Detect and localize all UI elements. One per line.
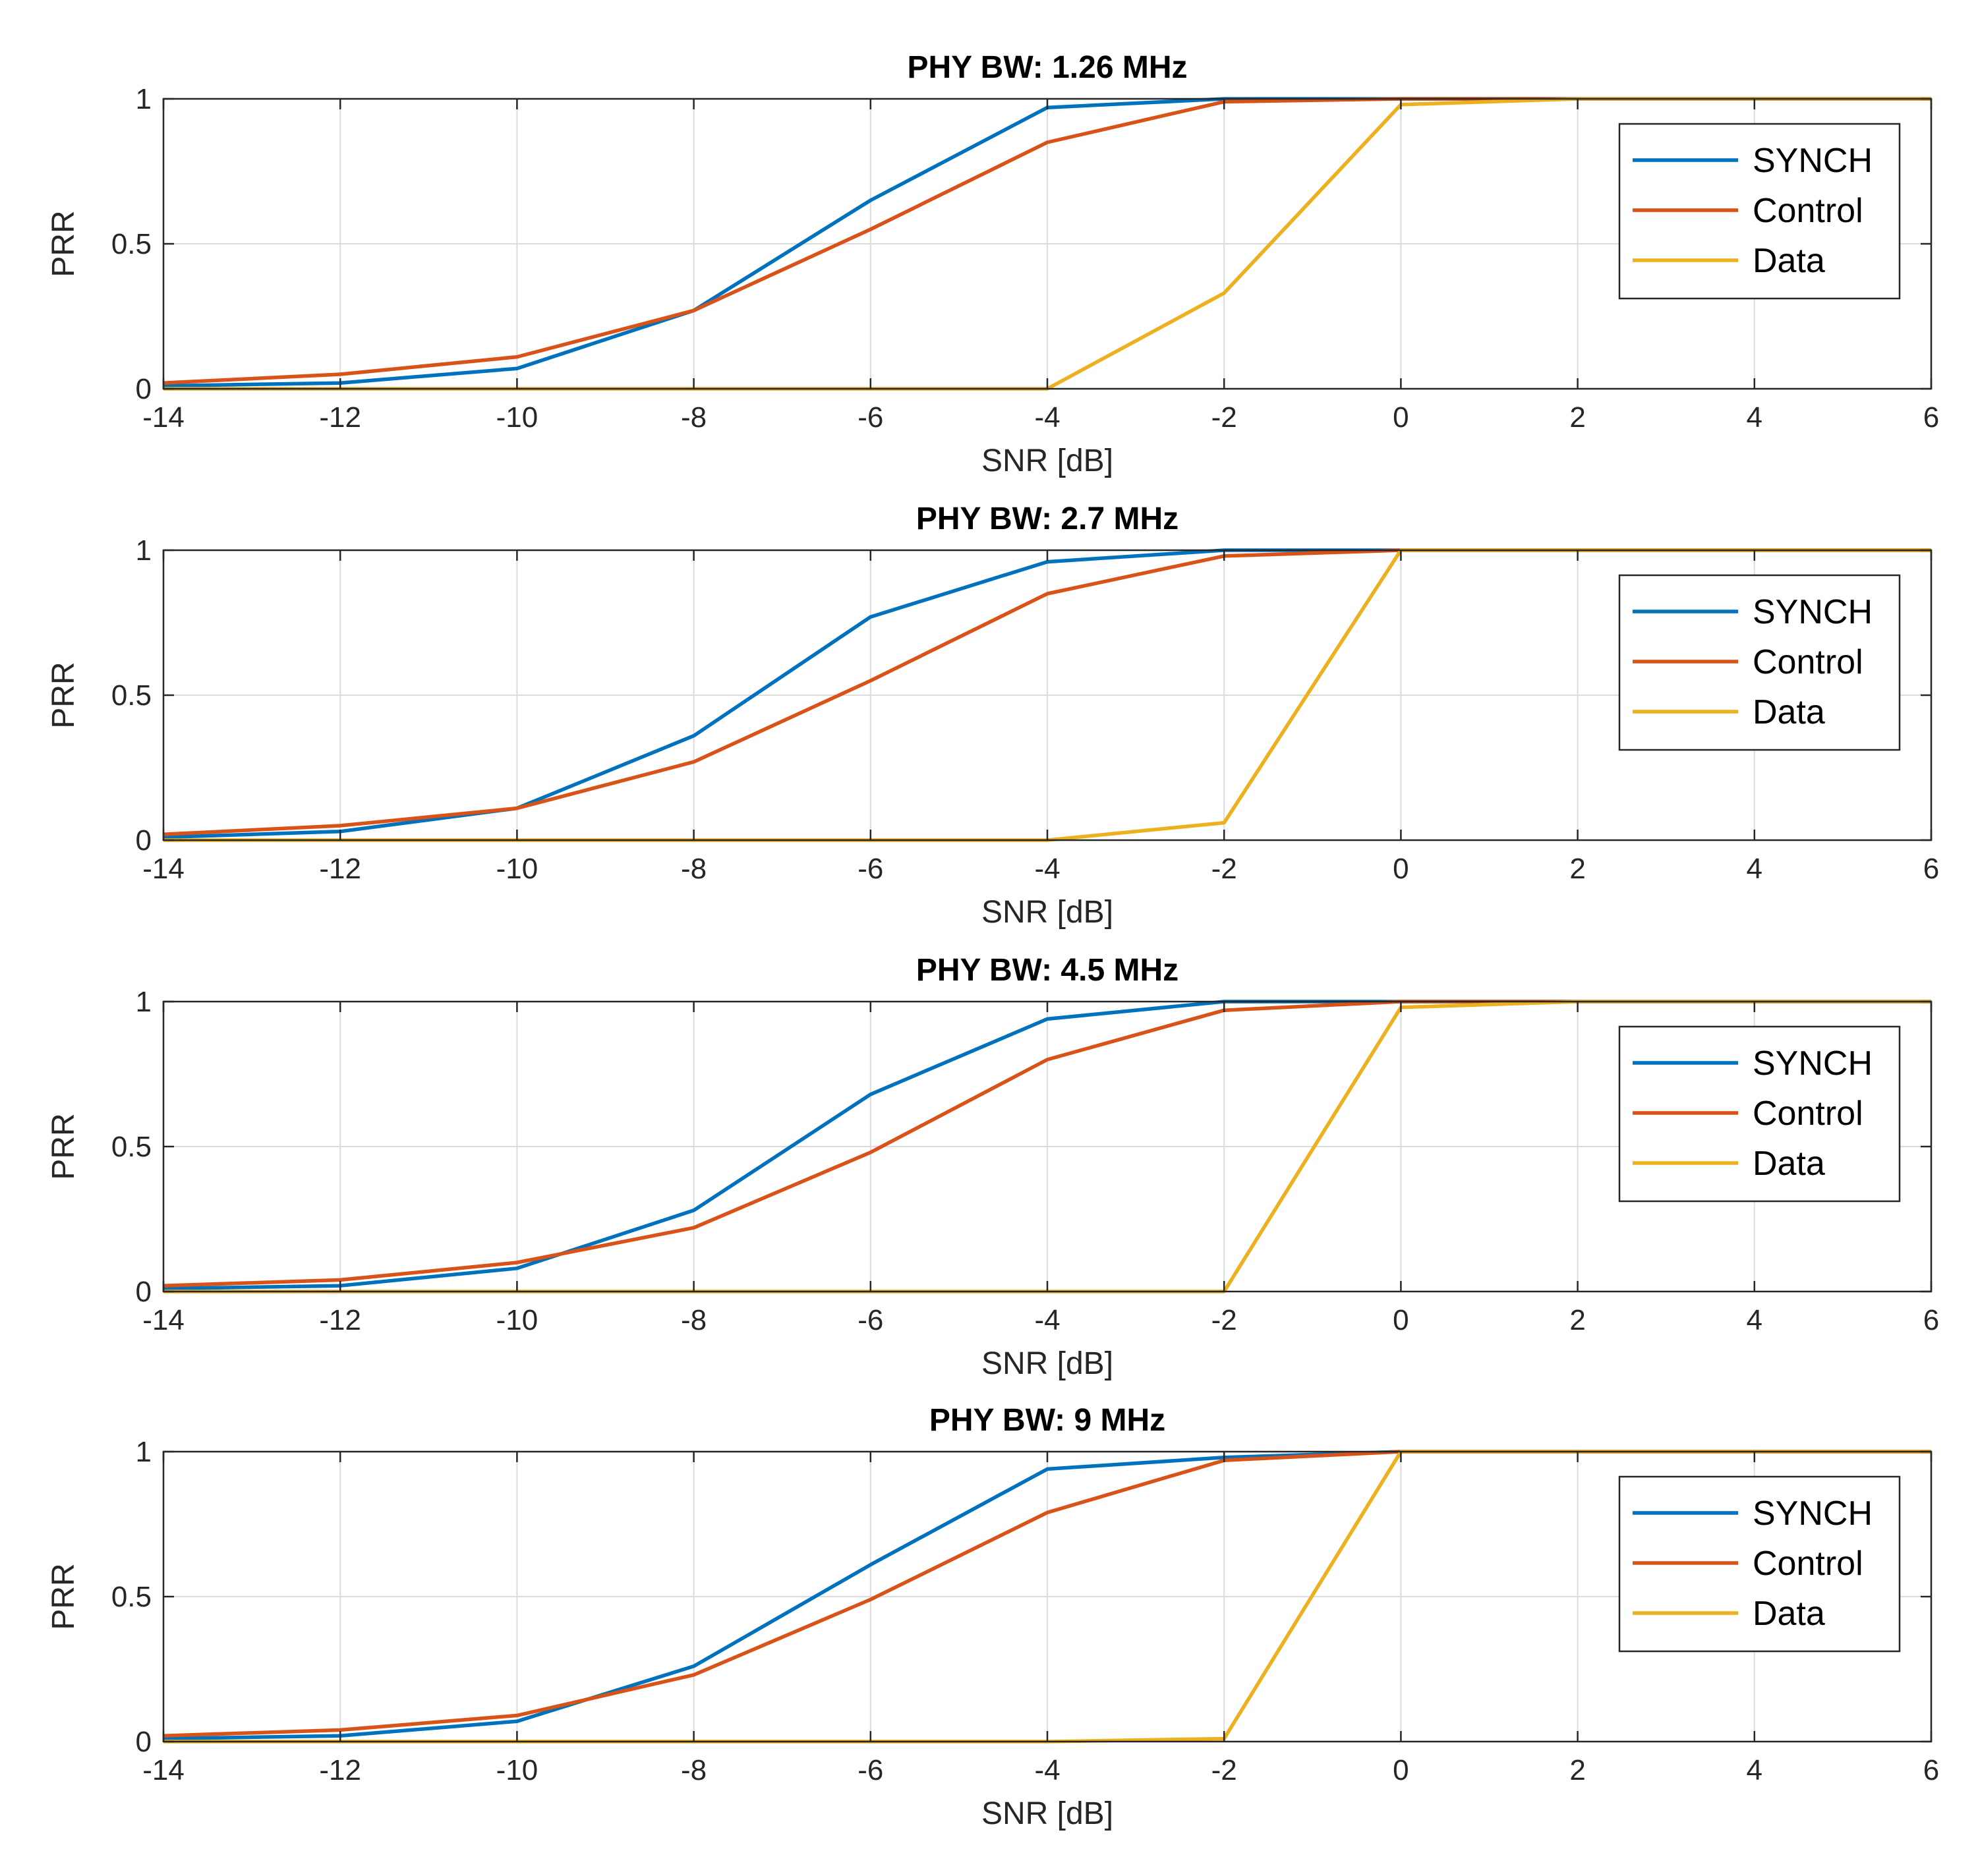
x-tick-label: 2 — [1569, 401, 1585, 434]
x-tick-label: 6 — [1923, 853, 1939, 885]
x-tick-label: 6 — [1923, 1754, 1939, 1786]
x-tick-label: 6 — [1923, 1304, 1939, 1336]
legend: SYNCH Control Data — [1618, 1025, 1901, 1203]
x-tick-label: -4 — [1034, 1754, 1060, 1786]
chart-panel-4: -14 -12 -10 -8 -6 -4 -2 0 2 4 6 0 0.5 1 PHY BW: 9 MHz S… — [46, 1403, 1939, 1831]
x-tick-label: 2 — [1569, 853, 1585, 885]
legend-label-data: Data — [1753, 693, 1825, 731]
y-tick-label: 1 — [136, 534, 152, 567]
x-tick-label: -4 — [1034, 1304, 1060, 1336]
legend-label-synch: SYNCH — [1753, 593, 1873, 631]
legend-label-control: Control — [1753, 1545, 1863, 1583]
y-tick-label: 0 — [136, 1726, 152, 1758]
x-tick-label: 0 — [1393, 401, 1409, 434]
x-tick-label: -10 — [496, 1304, 538, 1336]
x-tick-label: -12 — [319, 1754, 361, 1786]
y-axis-label: PRR — [46, 1113, 81, 1180]
legend-label-data: Data — [1753, 242, 1825, 280]
x-tick-label: -6 — [858, 1754, 883, 1786]
legend-label-synch: SYNCH — [1753, 142, 1873, 180]
x-tick-label: -2 — [1211, 401, 1237, 434]
legend-label-synch: SYNCH — [1753, 1044, 1873, 1083]
chart-panel-1: -14 -12 -10 -8 -6 -4 -2 0 2 4 6 0 0.5 1 PHY BW: 1.26 M… — [46, 50, 1939, 478]
x-axis-label: SNR [dB] — [981, 1796, 1113, 1831]
x-tick-label: -12 — [319, 853, 361, 885]
x-tick-label: 0 — [1393, 1754, 1409, 1786]
x-tick-label: -10 — [496, 401, 538, 434]
y-tick-label: 0 — [136, 824, 152, 857]
x-axis-label: SNR [dB] — [981, 1346, 1113, 1381]
legend-label-control: Control — [1753, 192, 1863, 230]
chart-title: PHY BW: 2.7 MHz — [916, 501, 1178, 536]
x-tick-label: -10 — [496, 1754, 538, 1786]
x-tick-label: -8 — [681, 1304, 707, 1336]
x-tick-label: -14 — [142, 401, 185, 434]
chart-panel-3: -14 -12 -10 -8 -6 -4 -2 0 2 4 6 0 0.5 1 PHY BW: 4.5 MH… — [46, 953, 1939, 1381]
x-tick-label: 4 — [1747, 401, 1762, 434]
x-tick-label: -2 — [1211, 1304, 1237, 1336]
legend-label-control: Control — [1753, 1094, 1863, 1133]
x-tick-label: 4 — [1747, 1754, 1762, 1786]
y-axis-label: PRR — [46, 662, 81, 728]
x-tick-label: -2 — [1211, 853, 1237, 885]
x-tick-label: -8 — [681, 401, 707, 434]
x-tick-label: -6 — [858, 1304, 883, 1336]
y-axis-label: PRR — [46, 1563, 81, 1630]
legend: SYNCH Control Data — [1618, 1475, 1901, 1653]
legend: SYNCH Control Data — [1618, 123, 1901, 300]
x-tick-label: -14 — [142, 1304, 185, 1336]
x-tick-label: 2 — [1569, 1304, 1585, 1336]
x-tick-label: 0 — [1393, 1304, 1409, 1336]
x-tick-label: -12 — [319, 1304, 361, 1336]
x-tick-label: 4 — [1747, 1304, 1762, 1336]
x-tick-label: -8 — [681, 1754, 707, 1786]
x-axis-label: SNR [dB] — [981, 443, 1113, 478]
legend: SYNCH Control Data — [1618, 574, 1901, 751]
x-tick-label: 0 — [1393, 853, 1409, 885]
legend-label-data: Data — [1753, 1145, 1825, 1183]
x-tick-label: 6 — [1923, 401, 1939, 434]
y-tick-label: 1 — [136, 986, 152, 1018]
x-tick-label: -4 — [1034, 853, 1060, 885]
y-tick-label: 0.5 — [111, 228, 152, 260]
x-axis-label: SNR [dB] — [981, 895, 1113, 930]
x-tick-label: -4 — [1034, 401, 1060, 434]
y-tick-label: 1 — [136, 83, 152, 115]
y-tick-label: 0.5 — [111, 1131, 152, 1163]
x-tick-label: -14 — [142, 853, 185, 885]
x-tick-label: 2 — [1569, 1754, 1585, 1786]
x-tick-label: -6 — [858, 853, 883, 885]
x-tick-label: -12 — [319, 401, 361, 434]
y-tick-label: 0.5 — [111, 679, 152, 712]
chart-title: PHY BW: 9 MHz — [929, 1403, 1165, 1438]
y-tick-label: 1 — [136, 1436, 152, 1468]
y-tick-label: 0 — [136, 373, 152, 405]
legend-label-synch: SYNCH — [1753, 1494, 1873, 1533]
x-tick-label: 4 — [1747, 853, 1762, 885]
x-tick-label: -6 — [858, 401, 883, 434]
x-tick-label: -10 — [496, 853, 538, 885]
chart-title: PHY BW: 4.5 MHz — [916, 953, 1178, 988]
chart-panel-2: -14 -12 -10 -8 -6 -4 -2 0 2 4 6 0 0.5 1 PHY BW: 2.7 MH… — [46, 501, 1939, 930]
x-tick-label: -8 — [681, 853, 707, 885]
chart-title: PHY BW: 1.26 MHz — [908, 50, 1188, 85]
x-tick-label: -2 — [1211, 1754, 1237, 1786]
y-axis-label: PRR — [46, 210, 81, 277]
y-tick-label: 0 — [136, 1276, 152, 1308]
legend-label-control: Control — [1753, 643, 1863, 681]
x-tick-label: -14 — [142, 1754, 185, 1786]
legend-label-data: Data — [1753, 1595, 1825, 1633]
y-tick-label: 0.5 — [111, 1581, 152, 1613]
